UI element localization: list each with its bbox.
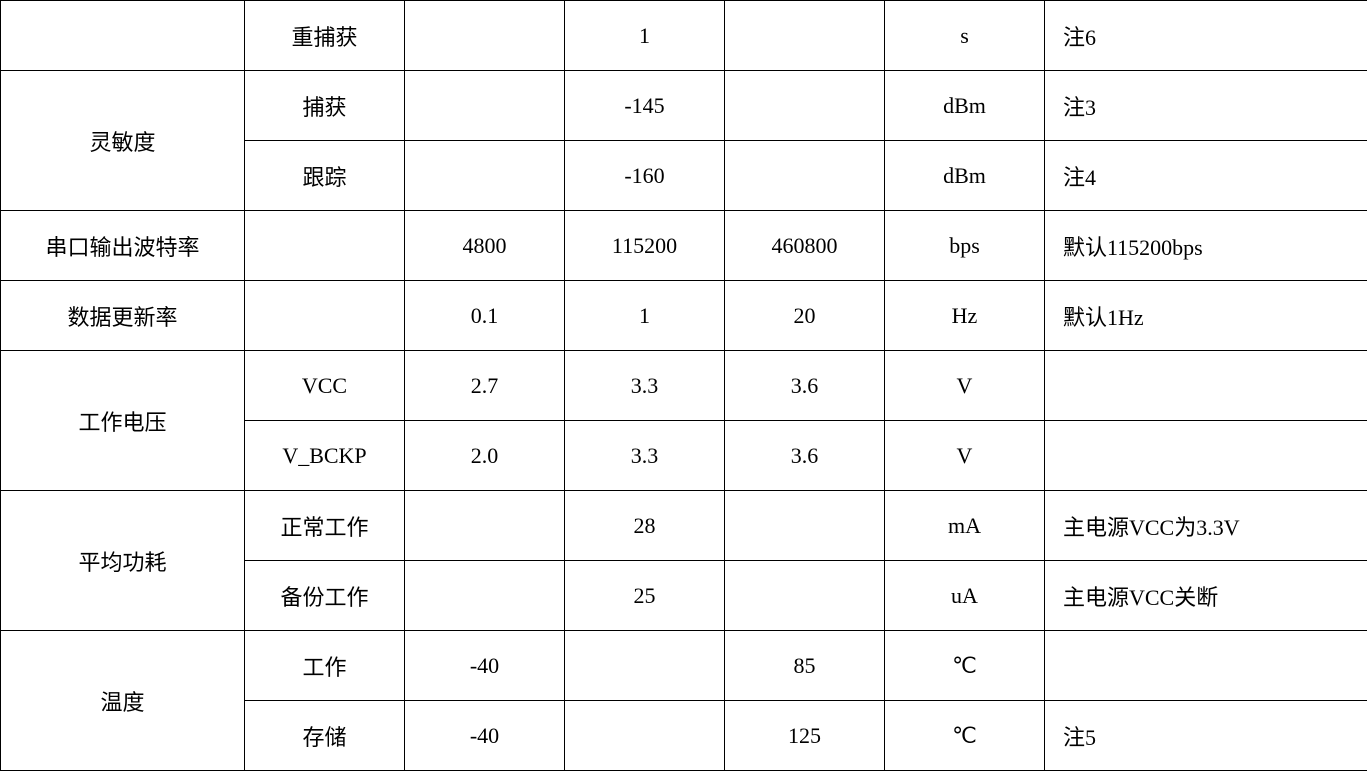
table-cell: 2.7 bbox=[405, 351, 565, 421]
table-cell: V bbox=[885, 421, 1045, 491]
table-cell: 2.0 bbox=[405, 421, 565, 491]
table-cell: 3.6 bbox=[725, 421, 885, 491]
table-cell: -145 bbox=[565, 71, 725, 141]
table-row: 数据更新率 0.1120Hz默认1Hz bbox=[1, 281, 1367, 351]
table-cell bbox=[245, 211, 405, 281]
table-cell: 存储 bbox=[245, 701, 405, 771]
table-cell: 重捕获 bbox=[245, 1, 405, 71]
table-cell: dBm bbox=[885, 141, 1045, 211]
table-cell bbox=[1, 1, 245, 71]
table-cell: 灵敏度 bbox=[1, 71, 245, 211]
table-cell: 85 bbox=[725, 631, 885, 701]
table-cell bbox=[725, 491, 885, 561]
table-cell bbox=[565, 631, 725, 701]
table-cell bbox=[1045, 631, 1367, 701]
table-cell: mA bbox=[885, 491, 1045, 561]
table-cell bbox=[725, 71, 885, 141]
table-cell: V_BCKP bbox=[245, 421, 405, 491]
table-cell: ℃ bbox=[885, 701, 1045, 771]
table-cell: 默认1Hz bbox=[1045, 281, 1367, 351]
table-cell: V bbox=[885, 351, 1045, 421]
table-cell: 3.6 bbox=[725, 351, 885, 421]
table-cell bbox=[725, 141, 885, 211]
table-cell: 注6 bbox=[1045, 1, 1367, 71]
table-cell bbox=[245, 281, 405, 351]
table-cell: 0.1 bbox=[405, 281, 565, 351]
table-cell: 主电源VCC关断 bbox=[1045, 561, 1367, 631]
table-cell: 备份工作 bbox=[245, 561, 405, 631]
table-cell: 1 bbox=[565, 281, 725, 351]
table-cell: 注4 bbox=[1045, 141, 1367, 211]
table-cell: 温度 bbox=[1, 631, 245, 771]
table-cell: 3.3 bbox=[565, 351, 725, 421]
table-cell: 28 bbox=[565, 491, 725, 561]
table-cell: 工作 bbox=[245, 631, 405, 701]
table-cell bbox=[1045, 351, 1367, 421]
table-cell: -160 bbox=[565, 141, 725, 211]
table-cell: -40 bbox=[405, 701, 565, 771]
table-row: 工作电压VCC2.73.33.6V bbox=[1, 351, 1367, 421]
table-cell: 注3 bbox=[1045, 71, 1367, 141]
table-cell: 1 bbox=[565, 1, 725, 71]
table-cell: 主电源VCC为3.3V bbox=[1045, 491, 1367, 561]
table-cell: 工作电压 bbox=[1, 351, 245, 491]
spec-table-body: 重捕获 1 s注6 灵敏度捕获 -145 dBm注3 跟踪 -160 dBm注4 串口输出波特率 4… bbox=[1, 1, 1367, 771]
table-cell bbox=[1045, 421, 1367, 491]
table-cell: 捕获 bbox=[245, 71, 405, 141]
table-cell bbox=[725, 1, 885, 71]
table-cell bbox=[565, 701, 725, 771]
table-cell: 正常工作 bbox=[245, 491, 405, 561]
table-cell bbox=[405, 71, 565, 141]
table-cell bbox=[725, 561, 885, 631]
table-cell: uA bbox=[885, 561, 1045, 631]
table-cell: 25 bbox=[565, 561, 725, 631]
table-cell: 115200 bbox=[565, 211, 725, 281]
table-row: 平均功耗正常工作28mA主电源VCC为3.3V bbox=[1, 491, 1367, 561]
table-cell: 125 bbox=[725, 701, 885, 771]
spec-table: 重捕获 1 s注6 灵敏度捕获 -145 dBm注3 跟踪 -160 dBm注4 串口输出波特率 4… bbox=[0, 0, 1367, 771]
table-cell: 数据更新率 bbox=[1, 281, 245, 351]
table-cell: 注5 bbox=[1045, 701, 1367, 771]
table-cell: 默认115200bps bbox=[1045, 211, 1367, 281]
table-cell: 20 bbox=[725, 281, 885, 351]
table-cell: 平均功耗 bbox=[1, 491, 245, 631]
table-cell: 4800 bbox=[405, 211, 565, 281]
table-row: 串口输出波特率 4800115200460800bps默认115200bps bbox=[1, 211, 1367, 281]
table-cell bbox=[405, 1, 565, 71]
table-cell: 3.3 bbox=[565, 421, 725, 491]
table-cell bbox=[405, 491, 565, 561]
table-cell bbox=[405, 141, 565, 211]
table-cell: ℃ bbox=[885, 631, 1045, 701]
table-cell: 460800 bbox=[725, 211, 885, 281]
table-cell: -40 bbox=[405, 631, 565, 701]
table-cell: Hz bbox=[885, 281, 1045, 351]
table-cell: s bbox=[885, 1, 1045, 71]
table-cell: 串口输出波特率 bbox=[1, 211, 245, 281]
table-cell: dBm bbox=[885, 71, 1045, 141]
table-row: 重捕获 1 s注6 bbox=[1, 1, 1367, 71]
table-row: 温度工作-4085℃ bbox=[1, 631, 1367, 701]
table-cell: bps bbox=[885, 211, 1045, 281]
table-row: 灵敏度捕获-145dBm注3 bbox=[1, 71, 1367, 141]
table-cell bbox=[405, 561, 565, 631]
table-cell: 跟踪 bbox=[245, 141, 405, 211]
table-cell: VCC bbox=[245, 351, 405, 421]
